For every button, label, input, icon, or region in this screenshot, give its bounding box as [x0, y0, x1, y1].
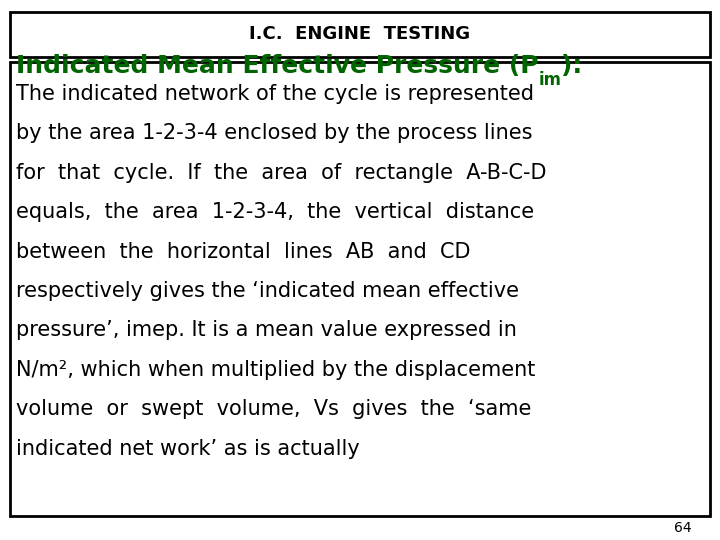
Text: volume  or  swept  volume,  Vs  gives  the  ‘same: volume or swept volume, Vs gives the ‘sa… [16, 399, 531, 419]
Text: for  that  cycle.  If  the  area  of  rectangle  A-B-C-D: for that cycle. If the area of rectangle… [16, 163, 546, 183]
Text: indicated net work’ as is actually: indicated net work’ as is actually [16, 438, 359, 458]
Text: N/m², which when multiplied by the displacement: N/m², which when multiplied by the displ… [16, 360, 535, 380]
Text: I.C.  ENGINE  TESTING: I.C. ENGINE TESTING [249, 25, 471, 43]
Text: equals,  the  area  1-2-3-4,  the  vertical  distance: equals, the area 1-2-3-4, the vertical d… [16, 202, 534, 222]
FancyBboxPatch shape [10, 62, 710, 516]
FancyBboxPatch shape [10, 12, 710, 57]
Text: pressure’, imep. It is a mean value expressed in: pressure’, imep. It is a mean value expr… [16, 320, 517, 340]
Text: between  the  horizontal  lines  AB  and  CD: between the horizontal lines AB and CD [16, 241, 470, 261]
Text: 64: 64 [674, 521, 691, 535]
Text: ):: ): [562, 54, 582, 78]
Text: Indicated Mean Effective Pressure (P: Indicated Mean Effective Pressure (P [16, 54, 539, 78]
Text: The indicated network of the cycle is represented: The indicated network of the cycle is re… [16, 84, 534, 104]
Text: respectively gives the ‘indicated mean effective: respectively gives the ‘indicated mean e… [16, 281, 519, 301]
Text: im: im [539, 71, 562, 89]
Text: by the area 1-2-3-4 enclosed by the process lines: by the area 1-2-3-4 enclosed by the proc… [16, 123, 532, 143]
